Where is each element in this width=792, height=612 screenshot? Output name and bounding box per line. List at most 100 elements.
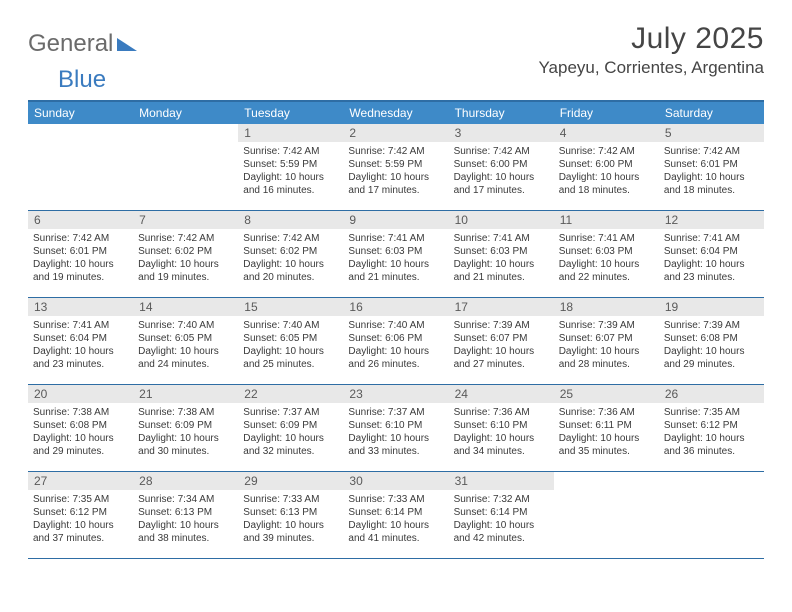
- daylight-line: Daylight: 10 hours and 19 minutes.: [33, 258, 128, 284]
- day-number: 15: [238, 298, 343, 316]
- day-number: 28: [133, 472, 238, 490]
- day-body: Sunrise: 7:41 AMSunset: 6:04 PMDaylight:…: [28, 316, 133, 376]
- sunset-line: Sunset: 6:04 PM: [33, 332, 128, 345]
- day-body: Sunrise: 7:40 AMSunset: 6:05 PMDaylight:…: [133, 316, 238, 376]
- day-cell: 17Sunrise: 7:39 AMSunset: 6:07 PMDayligh…: [449, 298, 554, 384]
- day-cell: 29Sunrise: 7:33 AMSunset: 6:13 PMDayligh…: [238, 472, 343, 558]
- month-title: July 2025: [538, 22, 764, 56]
- week-row: 27Sunrise: 7:35 AMSunset: 6:12 PMDayligh…: [28, 472, 764, 559]
- sunrise-line: Sunrise: 7:35 AM: [33, 493, 128, 506]
- logo: General: [28, 30, 137, 58]
- daylight-line: Daylight: 10 hours and 29 minutes.: [33, 432, 128, 458]
- day-cell: 7Sunrise: 7:42 AMSunset: 6:02 PMDaylight…: [133, 211, 238, 297]
- sunrise-line: Sunrise: 7:42 AM: [33, 232, 128, 245]
- sunset-line: Sunset: 6:07 PM: [559, 332, 654, 345]
- daylight-line: Daylight: 10 hours and 18 minutes.: [664, 171, 759, 197]
- day-cell: 13Sunrise: 7:41 AMSunset: 6:04 PMDayligh…: [28, 298, 133, 384]
- day-number: 6: [28, 211, 133, 229]
- day-cell: 16Sunrise: 7:40 AMSunset: 6:06 PMDayligh…: [343, 298, 448, 384]
- day-cell: 14Sunrise: 7:40 AMSunset: 6:05 PMDayligh…: [133, 298, 238, 384]
- day-cell: [28, 124, 133, 210]
- sunset-line: Sunset: 6:03 PM: [559, 245, 654, 258]
- sunrise-line: Sunrise: 7:41 AM: [559, 232, 654, 245]
- sunset-line: Sunset: 6:07 PM: [454, 332, 549, 345]
- day-cell: 26Sunrise: 7:35 AMSunset: 6:12 PMDayligh…: [659, 385, 764, 471]
- day-body: Sunrise: 7:41 AMSunset: 6:04 PMDaylight:…: [659, 229, 764, 289]
- daylight-line: Daylight: 10 hours and 30 minutes.: [138, 432, 233, 458]
- sunrise-line: Sunrise: 7:38 AM: [33, 406, 128, 419]
- sunset-line: Sunset: 6:12 PM: [33, 506, 128, 519]
- day-number: 21: [133, 385, 238, 403]
- sunrise-line: Sunrise: 7:37 AM: [243, 406, 338, 419]
- day-body: Sunrise: 7:42 AMSunset: 6:01 PMDaylight:…: [659, 142, 764, 202]
- daylight-line: Daylight: 10 hours and 41 minutes.: [348, 519, 443, 545]
- day-number: 18: [554, 298, 659, 316]
- day-cell: 22Sunrise: 7:37 AMSunset: 6:09 PMDayligh…: [238, 385, 343, 471]
- logo-word2: Blue: [58, 66, 106, 93]
- daylight-line: Daylight: 10 hours and 16 minutes.: [243, 171, 338, 197]
- day-number: 22: [238, 385, 343, 403]
- day-body: Sunrise: 7:34 AMSunset: 6:13 PMDaylight:…: [133, 490, 238, 550]
- day-number: 2: [343, 124, 448, 142]
- day-cell: 8 Sunrise: 7:42 AMSunset: 6:02 PMDaylight…: [238, 211, 343, 297]
- dow-cell: Wednesday: [343, 102, 448, 124]
- day-body: Sunrise: 7:35 AMSunset: 6:12 PMDaylight:…: [28, 490, 133, 550]
- daylight-line: Daylight: 10 hours and 26 minutes.: [348, 345, 443, 371]
- day-number: 31: [449, 472, 554, 490]
- day-number: 8: [238, 211, 343, 229]
- sunrise-line: Sunrise: 7:39 AM: [664, 319, 759, 332]
- sunrise-line: Sunrise: 7:42 AM: [243, 145, 338, 158]
- sunrise-line: Sunrise: 7:38 AM: [138, 406, 233, 419]
- sunrise-line: Sunrise: 7:39 AM: [559, 319, 654, 332]
- sunrise-line: Sunrise: 7:41 AM: [454, 232, 549, 245]
- day-cell: 19Sunrise: 7:39 AMSunset: 6:08 PMDayligh…: [659, 298, 764, 384]
- sunrise-line: Sunrise: 7:33 AM: [348, 493, 443, 506]
- day-body: Sunrise: 7:35 AMSunset: 6:12 PMDaylight:…: [659, 403, 764, 463]
- day-cell: 6Sunrise: 7:42 AMSunset: 6:01 PMDaylight…: [28, 211, 133, 297]
- day-cell: 3Sunrise: 7:42 AMSunset: 6:00 PMDaylight…: [449, 124, 554, 210]
- day-body: Sunrise: 7:42 AMSunset: 5:59 PMDaylight:…: [343, 142, 448, 202]
- sunrise-line: Sunrise: 7:42 AM: [243, 232, 338, 245]
- day-body: Sunrise: 7:42 AMSunset: 6:01 PMDaylight:…: [28, 229, 133, 289]
- day-cell: 15Sunrise: 7:40 AMSunset: 6:05 PMDayligh…: [238, 298, 343, 384]
- daylight-line: Daylight: 10 hours and 23 minutes.: [664, 258, 759, 284]
- sunset-line: Sunset: 6:03 PM: [454, 245, 549, 258]
- daylight-line: Daylight: 10 hours and 20 minutes.: [243, 258, 338, 284]
- day-body: Sunrise: 7:41 AMSunset: 6:03 PMDaylight:…: [343, 229, 448, 289]
- dow-row: SundayMondayTuesdayWednesdayThursdayFrid…: [28, 102, 764, 124]
- sunset-line: Sunset: 5:59 PM: [243, 158, 338, 171]
- day-number: 19: [659, 298, 764, 316]
- day-cell: 23Sunrise: 7:37 AMSunset: 6:10 PMDayligh…: [343, 385, 448, 471]
- calendar: SundayMondayTuesdayWednesdayThursdayFrid…: [28, 102, 764, 559]
- day-body: Sunrise: 7:38 AMSunset: 6:08 PMDaylight:…: [28, 403, 133, 463]
- day-number: 16: [343, 298, 448, 316]
- sunrise-line: Sunrise: 7:41 AM: [33, 319, 128, 332]
- day-number: 9: [343, 211, 448, 229]
- day-number: 26: [659, 385, 764, 403]
- sunset-line: Sunset: 6:10 PM: [454, 419, 549, 432]
- day-cell: 21Sunrise: 7:38 AMSunset: 6:09 PMDayligh…: [133, 385, 238, 471]
- sunset-line: Sunset: 6:14 PM: [454, 506, 549, 519]
- sunset-line: Sunset: 6:03 PM: [348, 245, 443, 258]
- sunset-line: Sunset: 5:59 PM: [348, 158, 443, 171]
- daylight-line: Daylight: 10 hours and 42 minutes.: [454, 519, 549, 545]
- day-body: Sunrise: 7:41 AMSunset: 6:03 PMDaylight:…: [449, 229, 554, 289]
- sunrise-line: Sunrise: 7:42 AM: [664, 145, 759, 158]
- day-body: Sunrise: 7:38 AMSunset: 6:09 PMDaylight:…: [133, 403, 238, 463]
- sunset-line: Sunset: 6:10 PM: [348, 419, 443, 432]
- day-cell: 25Sunrise: 7:36 AMSunset: 6:11 PMDayligh…: [554, 385, 659, 471]
- daylight-line: Daylight: 10 hours and 24 minutes.: [138, 345, 233, 371]
- day-cell: [133, 124, 238, 210]
- daylight-line: Daylight: 10 hours and 21 minutes.: [348, 258, 443, 284]
- day-number: 12: [659, 211, 764, 229]
- sunset-line: Sunset: 6:11 PM: [559, 419, 654, 432]
- day-body: Sunrise: 7:39 AMSunset: 6:07 PMDaylight:…: [449, 316, 554, 376]
- day-number: 20: [28, 385, 133, 403]
- day-cell: [659, 472, 764, 558]
- day-number: 1: [238, 124, 343, 142]
- day-number: 13: [28, 298, 133, 316]
- sunset-line: Sunset: 6:02 PM: [243, 245, 338, 258]
- day-body: Sunrise: 7:37 AMSunset: 6:09 PMDaylight:…: [238, 403, 343, 463]
- title-block: July 2025 Yapeyu, Corrientes, Argentina: [538, 22, 764, 78]
- sunrise-line: Sunrise: 7:33 AM: [243, 493, 338, 506]
